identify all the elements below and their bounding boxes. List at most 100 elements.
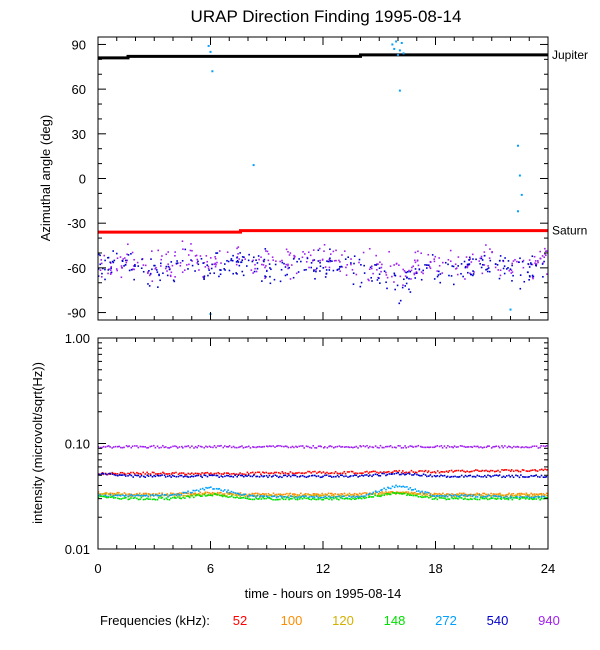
intensity-point (125, 493, 127, 496)
intensity-point (111, 496, 113, 498)
intensity-point (238, 473, 240, 476)
azimuth-point (328, 266, 331, 269)
azimuth-point (543, 256, 546, 259)
azimuth-point (431, 254, 434, 256)
azimuth-point (142, 270, 145, 273)
azimuth-point (488, 257, 491, 259)
intensity-point (399, 445, 401, 447)
intensity-point (464, 474, 467, 477)
intensity-point (184, 445, 186, 448)
intensity-point (244, 495, 247, 498)
intensity-point (504, 476, 506, 479)
intensity-point (495, 470, 498, 473)
intensity-point (220, 491, 222, 494)
azimuth-point (404, 285, 407, 287)
azimuth-point (267, 253, 270, 255)
intensity-point (314, 474, 316, 477)
intensity-point (433, 446, 436, 449)
azimuth-point (404, 275, 407, 277)
intensity-point (432, 446, 434, 449)
intensity-point (154, 475, 157, 478)
azimuth-point (444, 261, 447, 264)
intensity-point (182, 472, 185, 474)
intensity-point (449, 476, 451, 478)
intensity-point (393, 470, 396, 472)
intensity-point (124, 473, 127, 476)
intensity-point (476, 493, 479, 496)
intensity-point (251, 492, 254, 495)
x-axis-label: time - hours on 1995-08-14 (245, 586, 402, 601)
intensity-point (523, 446, 525, 449)
intensity-point (272, 498, 274, 501)
intensity-point (198, 490, 200, 492)
azimuth-point (475, 258, 477, 261)
intensity-point (227, 472, 230, 475)
intensity-point (528, 446, 530, 449)
intensity-point (115, 493, 117, 495)
intensity-point (238, 497, 240, 499)
intensity-point (227, 496, 229, 499)
azimuth-point (102, 267, 104, 270)
intensity-point (286, 492, 288, 495)
intensity-point (451, 493, 453, 495)
intensity-point (192, 473, 195, 476)
azimuth-point (380, 266, 383, 269)
azimuth-point (151, 268, 153, 271)
azimuth-point (285, 248, 288, 251)
azimuth-point (237, 246, 240, 248)
intensity-point (211, 473, 214, 476)
intensity-point (469, 494, 471, 496)
azimuth-point (335, 249, 337, 252)
intensity-point (303, 447, 305, 449)
intensity-point (411, 474, 413, 476)
intensity-point (371, 493, 373, 495)
intensity-point (232, 491, 235, 494)
intensity-point (284, 445, 287, 447)
intensity-point (336, 495, 338, 498)
azimuth-point (487, 265, 489, 267)
intensity-point (421, 470, 423, 472)
intensity-point (211, 494, 214, 497)
intensity-point (111, 492, 114, 495)
azimuth-point (518, 174, 521, 177)
intensity-point (353, 472, 356, 475)
azimuth-point (159, 262, 162, 265)
azimuth-point (272, 259, 274, 261)
intensity-point (128, 495, 131, 498)
intensity-point (159, 474, 162, 477)
intensity-point (255, 494, 258, 497)
intensity-point (440, 497, 442, 499)
intensity-point (525, 470, 528, 472)
intensity-point (471, 494, 473, 496)
intensity-point (185, 445, 188, 448)
intensity-point (367, 475, 370, 477)
azimuth-point (120, 276, 123, 279)
intensity-point (192, 493, 195, 496)
intensity-point (267, 472, 270, 475)
intensity-point (533, 496, 536, 499)
intensity-point (499, 492, 501, 495)
intensity-point (470, 445, 472, 448)
intensity-point (179, 495, 181, 498)
intensity-point (333, 472, 336, 475)
azimuth-point (534, 260, 537, 262)
azimuth-point (528, 266, 531, 268)
intensity-point (499, 497, 502, 500)
intensity-point (158, 447, 160, 449)
intensity-point (215, 446, 217, 449)
intensity-point (119, 495, 122, 497)
azimuth-point (168, 268, 171, 271)
intensity-point (115, 474, 117, 477)
intensity-point (141, 494, 143, 496)
intensity-point (105, 473, 108, 476)
intensity-point (349, 475, 352, 477)
azimuth-point (181, 259, 184, 262)
intensity-point (188, 496, 191, 499)
azimuth-point (442, 261, 444, 264)
intensity-point (210, 494, 212, 497)
azimuth-point (216, 261, 218, 264)
intensity-point (288, 498, 290, 501)
intensity-point (355, 472, 357, 474)
azimuth-point (216, 252, 219, 254)
